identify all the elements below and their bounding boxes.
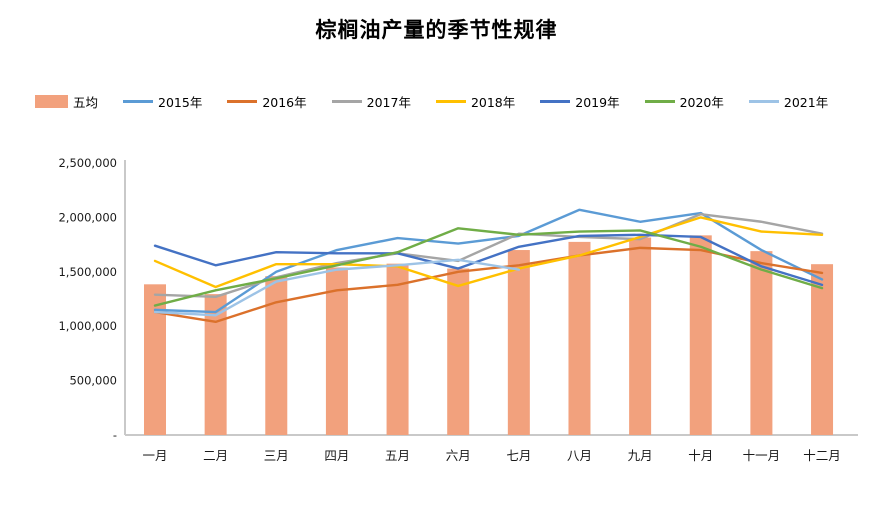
bar-swatch-icon: [35, 95, 68, 108]
legend-label: 2019年: [575, 95, 620, 110]
bar-五均: [750, 251, 773, 435]
x-tick-label: 一月: [142, 448, 167, 463]
legend-item-五均: 五均: [35, 92, 98, 111]
bar-五均: [629, 237, 652, 435]
line-2015年: [153, 208, 824, 314]
y-tick-label: 500,000: [69, 374, 117, 388]
x-tick-label: 七月: [506, 448, 531, 463]
line-2019年: [153, 233, 824, 287]
chart-title: 棕榈油产量的季节性规律: [315, 18, 558, 42]
line-swatch-icon: [227, 100, 258, 103]
legend-item-2020年: 2020年: [644, 92, 724, 111]
line-2021年: [153, 258, 521, 317]
legend-label: 2017年: [366, 95, 411, 110]
legend-item-2018年: 2018年: [435, 92, 516, 111]
legend-item-2019年: 2019年: [540, 92, 620, 111]
bar-五均: [447, 268, 470, 435]
bar-五均: [386, 263, 409, 435]
x-tick-label: 九月: [628, 448, 653, 463]
legend-label: 2018年: [470, 95, 516, 110]
legend-item-2016年: 2016年: [227, 92, 307, 111]
x-tick-label: 六月: [446, 448, 471, 463]
line-swatch-icon: [644, 100, 675, 103]
legend-item-2021年: 2021年: [748, 92, 829, 111]
legend-label: 2015年: [158, 95, 203, 110]
bar-五均: [811, 264, 834, 435]
legend-label: 2021年: [783, 95, 829, 110]
bar-五均: [568, 241, 591, 435]
x-tick-label: 三月: [264, 448, 289, 463]
x-tick-label: 十一月: [743, 448, 781, 463]
x-tick-label: 五月: [385, 448, 410, 463]
bar-五均: [325, 267, 348, 435]
legend-item-2015年: 2015年: [123, 92, 202, 111]
line-swatch-icon: [748, 100, 779, 103]
line-swatch-icon: [331, 100, 362, 103]
legend: 五均 2015年 2016年 2017年 2018年 2019年 2020年 2021年: [35, 92, 855, 111]
x-tick-label: 十月: [688, 448, 713, 463]
x-tick-label: 八月: [567, 448, 592, 463]
x-tick-label: 四月: [324, 448, 349, 463]
legend-item-2017年: 2017年: [331, 92, 411, 111]
bar-五均: [144, 284, 166, 435]
y-tick-label: 2,500,000: [58, 156, 117, 170]
bar-五均: [689, 235, 712, 435]
y-tick-label: 1,500,000: [58, 265, 117, 279]
x-tick-label: 十二月: [803, 448, 841, 463]
legend-label: 2020年: [679, 95, 724, 110]
line-2016年: [153, 246, 824, 324]
y-tick-label: 2,000,000: [58, 210, 117, 224]
bar-五均: [507, 250, 530, 435]
y-tick-label: -: [113, 428, 117, 442]
line-2018年: [153, 216, 824, 289]
y-tick-label: 1,000,000: [58, 319, 117, 333]
line-swatch-icon: [540, 100, 571, 103]
line-2020年: [153, 227, 824, 307]
legend-label: 2016年: [262, 95, 307, 110]
bar-五均: [265, 276, 288, 435]
line-swatch-icon: [123, 100, 154, 103]
line-swatch-icon: [435, 100, 466, 103]
x-tick-label: 二月: [203, 448, 228, 463]
legend-label: 五均: [73, 95, 99, 110]
bar-五均: [204, 294, 227, 435]
